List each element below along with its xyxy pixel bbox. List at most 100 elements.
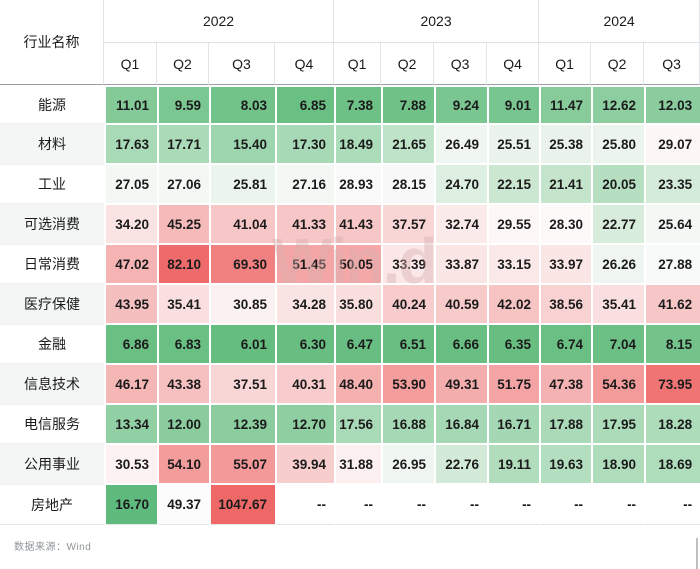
- heatmap-cell: 40.24: [381, 285, 435, 325]
- heatmap-cell: --: [591, 485, 645, 525]
- heatmap-cell: 6.47: [334, 325, 382, 365]
- heatmap-cell: 12.39: [209, 405, 275, 445]
- heatmap-cell: 18.28: [644, 405, 700, 445]
- heatmap-cell: 16.88: [381, 405, 435, 445]
- heatmap-cell: 37.57: [381, 205, 435, 245]
- quarter-header: Q2: [591, 43, 645, 85]
- heatmap-cell: 6.35: [487, 325, 540, 365]
- heatmap-cell: 43.95: [104, 285, 157, 325]
- heatmap-cell: 6.83: [157, 325, 209, 365]
- year-header: 2024: [539, 0, 700, 43]
- heatmap-cell: 28.93: [334, 165, 382, 205]
- heatmap-cell: 82.10: [157, 245, 209, 285]
- heatmap-cell: 42.02: [487, 285, 540, 325]
- heatmap-cell: 16.71: [487, 405, 540, 445]
- heatmap-cell: --: [275, 485, 335, 525]
- sector-label: 电信服务: [0, 405, 104, 445]
- heatmap-cell: 48.40: [334, 365, 382, 405]
- heatmap-cell: 18.69: [644, 445, 700, 485]
- heatmap-cell: 40.31: [275, 365, 335, 405]
- heatmap-cell: --: [644, 485, 700, 525]
- heatmap-cell: 30.53: [104, 445, 157, 485]
- heatmap-cell: 25.64: [644, 205, 700, 245]
- heatmap-cell: 11.47: [539, 85, 592, 125]
- heatmap-cell: 22.77: [591, 205, 645, 245]
- heatmap-cell: 21.41: [539, 165, 592, 205]
- heatmap-cell: 43.38: [157, 365, 209, 405]
- scrollbar-fragment[interactable]: [696, 538, 698, 569]
- heatmap-cell: 40.59: [434, 285, 488, 325]
- heatmap-cell: 28.30: [539, 205, 592, 245]
- heatmap-cell: 17.88: [539, 405, 592, 445]
- heatmap-cell: 49.31: [434, 365, 488, 405]
- sector-row: 信息技术 46.17 43.38 37.51 40.31 48.40 53.90 49.31 5…: [0, 365, 700, 405]
- heatmap-cell: 8.15: [644, 325, 700, 365]
- heatmap-cell: 30.85: [209, 285, 275, 325]
- heatmap-cell: 6.51: [381, 325, 435, 365]
- heatmap-cell: --: [334, 485, 382, 525]
- heatmap-cell: --: [487, 485, 540, 525]
- heatmap-cell: 9.59: [157, 85, 209, 125]
- sector-label: 日常消费: [0, 245, 104, 285]
- heatmap-cell: 31.88: [334, 445, 382, 485]
- heatmap-cell: 12.62: [591, 85, 645, 125]
- heatmap-cell: 35.80: [334, 285, 382, 325]
- heatmap-cell: 29.07: [644, 125, 700, 165]
- heatmap-cell: 26.95: [381, 445, 435, 485]
- heatmap-cell: 27.06: [157, 165, 209, 205]
- sector-row: 房地产 16.70 49.37 1047.67 -- -- -- -- -- -- -- --: [0, 485, 700, 525]
- heatmap-table: 行业名称 2022 2023 2024 Q1 Q2 Q3 Q4 Q1 Q2 Q3 Q4 Q1 Q2 Q3…: [0, 0, 700, 525]
- heatmap-cell: 19.63: [539, 445, 592, 485]
- heatmap-cell: 11.01: [104, 85, 157, 125]
- quarter-header: Q3: [434, 43, 488, 85]
- heatmap-cell: 25.80: [591, 125, 645, 165]
- heatmap-cell: 13.34: [104, 405, 157, 445]
- heatmap-cell: 7.88: [381, 85, 435, 125]
- heatmap-cell: 51.45: [275, 245, 335, 285]
- heatmap-cell: 39.94: [275, 445, 335, 485]
- heatmap-cell: 27.16: [275, 165, 335, 205]
- heatmap-cell: 25.81: [209, 165, 275, 205]
- heatmap-cell: 45.25: [157, 205, 209, 245]
- heatmap-cell: --: [381, 485, 435, 525]
- heatmap-cell: 26.49: [434, 125, 488, 165]
- heatmap-cell: 27.05: [104, 165, 157, 205]
- heatmap-cell: 22.15: [487, 165, 540, 205]
- sector-label: 金融: [0, 325, 104, 365]
- heatmap-cell: 20.05: [591, 165, 645, 205]
- heatmap-cell: 19.11: [487, 445, 540, 485]
- heatmap-cell: 8.03: [209, 85, 275, 125]
- heatmap-cell: 24.70: [434, 165, 488, 205]
- table-body: 能源 11.01 9.59 8.03 6.85 7.38 7.88 9.24 9.01 11.47…: [0, 85, 700, 525]
- sector-row: 可选消费 34.20 45.25 41.04 41.33 41.43 37.57 32.74 2…: [0, 205, 700, 245]
- heatmap-cell: 51.75: [487, 365, 540, 405]
- heatmap-cell: 6.01: [209, 325, 275, 365]
- corner-header-label: 行业名称: [0, 0, 104, 85]
- heatmap-cell: 41.62: [644, 285, 700, 325]
- heatmap-cell: 9.01: [487, 85, 540, 125]
- heatmap-cell: 41.43: [334, 205, 382, 245]
- heatmap-cell: 21.65: [381, 125, 435, 165]
- sector-label: 房地产: [0, 485, 104, 525]
- sector-row: 工业 27.05 27.06 25.81 27.16 28.93 28.15 24.70 22.…: [0, 165, 700, 205]
- heatmap-cell: 6.30: [275, 325, 335, 365]
- heatmap-cell: 17.56: [334, 405, 382, 445]
- heatmap-cell: 12.03: [644, 85, 700, 125]
- heatmap-cell: 6.85: [275, 85, 335, 125]
- heatmap-cell: 41.33: [275, 205, 335, 245]
- sector-row: 日常消费 47.02 82.10 69.30 51.45 50.05 33.39 33.87 3…: [0, 245, 700, 285]
- heatmap-cell: 46.17: [104, 365, 157, 405]
- heatmap-cell: 35.41: [591, 285, 645, 325]
- heatmap-cell: 12.70: [275, 405, 335, 445]
- quarter-header: Q1: [539, 43, 592, 85]
- heatmap-cell: 32.74: [434, 205, 488, 245]
- quarter-header: Q3: [644, 43, 700, 85]
- heatmap-cell: 18.90: [591, 445, 645, 485]
- heatmap-cell: 73.95: [644, 365, 700, 405]
- heatmap-cell: 26.26: [591, 245, 645, 285]
- heatmap-cell: 17.71: [157, 125, 209, 165]
- heatmap-cell: 7.38: [334, 85, 382, 125]
- heatmap-cell: 28.15: [381, 165, 435, 205]
- heatmap-cell: 29.55: [487, 205, 540, 245]
